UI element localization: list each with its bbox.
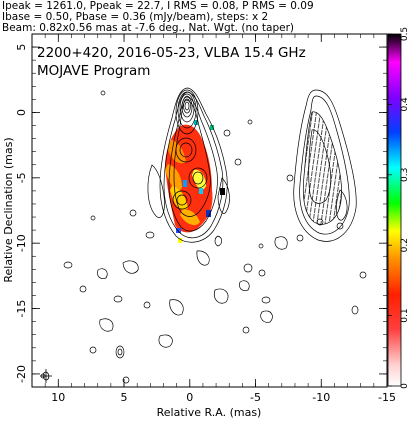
colorbar-tick-label: 0.4 xyxy=(400,97,409,112)
header-line-3: Beam: 0.82x0.56 mas at -7.6 deg., Nat. W… xyxy=(2,22,294,34)
y-tick-label: -10 xyxy=(15,234,28,252)
y-axis-label: Relative Declination (mas) xyxy=(2,137,15,282)
colorbar-ticks: 0 0.1 0.2 0.3 0.4 0.5 xyxy=(388,27,409,389)
colorbar-tick-label: 0.1 xyxy=(400,308,409,322)
x-tick-label: -5 xyxy=(250,391,261,404)
colorbar-tick-label: 0.2 xyxy=(400,238,409,252)
y-tick-label: -5 xyxy=(15,172,28,183)
chart-title: 2200+420, 2016-05-23, VLBA 15.4 GHz xyxy=(37,45,306,61)
y-tick-label: -20 xyxy=(15,365,28,383)
x-axis-label: Relative R.A. (mas) xyxy=(157,406,262,419)
intensity-contours xyxy=(40,87,367,384)
colorbar-tick-label: 0 xyxy=(400,383,409,389)
chart-subtitle: MOJAVE Program xyxy=(37,63,150,79)
header-line-1: Ipeak = 1261.0, Ppeak = 22.7, I RMS = 0.… xyxy=(2,0,314,12)
y-axis: 5 0 -5 -10 -15 -20 xyxy=(15,33,387,388)
colorbar-tick-label: 0.3 xyxy=(400,168,409,182)
x-tick-label: 0 xyxy=(186,391,193,404)
colorbar xyxy=(387,33,402,387)
y-tick-label: -15 xyxy=(15,300,28,318)
beam-ellipse xyxy=(40,369,52,383)
header-line-2: Ibase = 0.50, Pbase = 0.36 (mJy/beam), s… xyxy=(2,11,268,23)
map-area xyxy=(40,87,367,384)
y-tick-label: 0 xyxy=(15,109,28,116)
x-tick-label: -10 xyxy=(312,391,330,404)
x-tick-label: -15 xyxy=(378,391,396,404)
polarization-contours xyxy=(293,89,357,242)
y-tick-label: 5 xyxy=(15,44,28,51)
x-axis: 10 5 0 -5 -10 -15 xyxy=(31,34,396,404)
x-tick-label: 5 xyxy=(121,391,128,404)
x-tick-label: 10 xyxy=(51,391,65,404)
colorbar-tick-label: 0.5 xyxy=(400,27,409,41)
